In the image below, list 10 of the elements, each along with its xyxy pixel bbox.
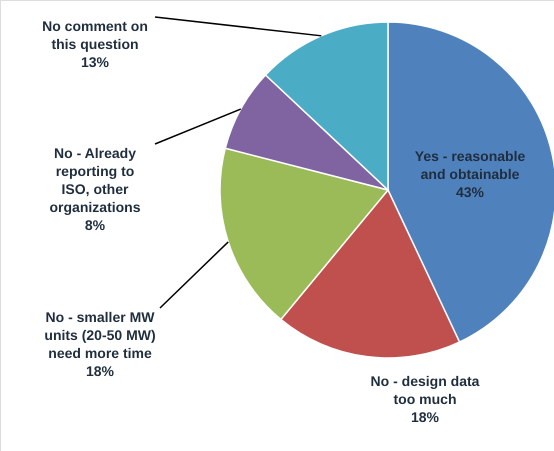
data-label: 13% <box>80 54 110 70</box>
data-label: 8% <box>84 217 106 233</box>
slice-label: Yes - reasonable and obtainable <box>414 148 526 182</box>
data-label: 18% <box>86 363 115 379</box>
slice-label: No - Already reporting to ISO, other organizations <box>49 145 141 215</box>
slice-label: No - smaller MW units (20-50 MW) need more time <box>44 309 156 361</box>
slice-label: No - design data too much <box>370 373 480 407</box>
data-label: 18% <box>410 409 440 425</box>
slice-label: No comment on this question <box>42 18 148 52</box>
data-label: 43% <box>456 184 485 200</box>
